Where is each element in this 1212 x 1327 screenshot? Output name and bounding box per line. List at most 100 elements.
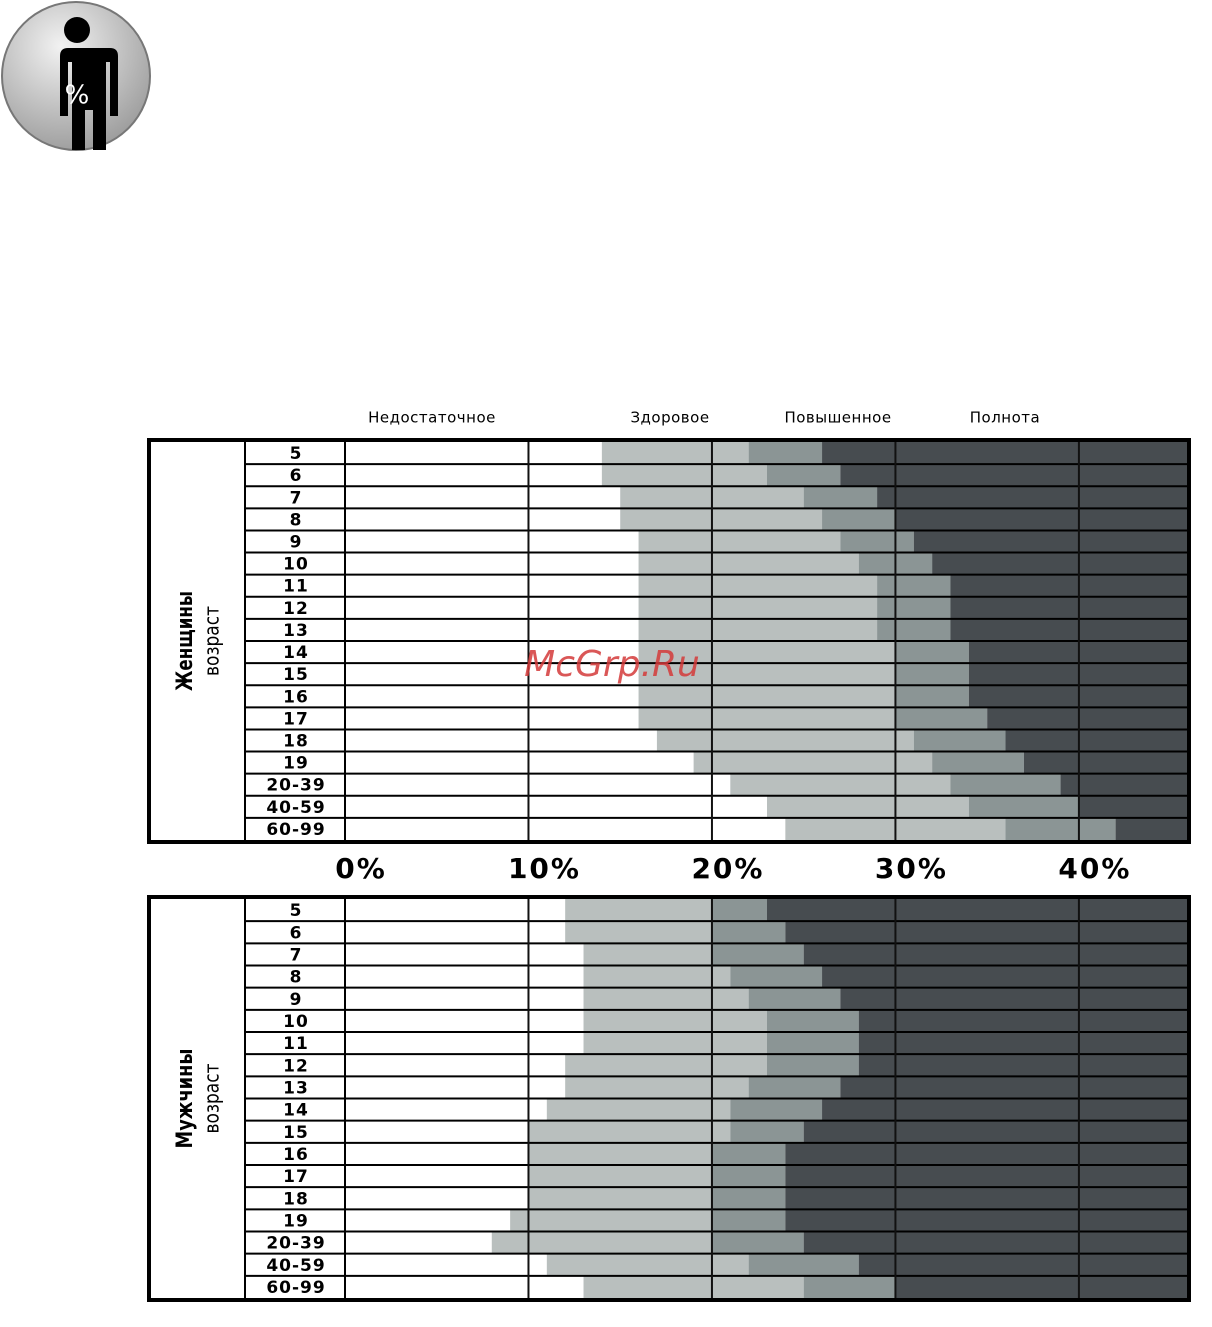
y-tick-label: 10 xyxy=(283,555,309,575)
bar-segment xyxy=(528,1165,712,1188)
bar-segment xyxy=(785,1165,1189,1188)
bar-segment xyxy=(711,899,767,922)
bar-segment xyxy=(345,987,584,1010)
row-label-bg xyxy=(245,442,345,465)
row-label-bg xyxy=(245,508,345,531)
row-label-bg xyxy=(245,641,345,664)
row-label-bg xyxy=(245,464,345,487)
y-tick-label: 14 xyxy=(283,643,309,663)
y-tick-label: 7 xyxy=(290,488,303,508)
bar-segment xyxy=(767,1054,859,1077)
bar-segment xyxy=(730,965,823,988)
y-tick-label: 16 xyxy=(283,1145,309,1165)
y-axis-label: возраст xyxy=(200,606,224,676)
bar-segment xyxy=(895,663,969,686)
y-tick-label: 7 xyxy=(290,945,303,965)
bar-segment xyxy=(565,1054,767,1077)
bar-segment xyxy=(950,773,1061,796)
bar-segment xyxy=(638,641,896,664)
bar-segment xyxy=(528,1187,712,1210)
bar-segment xyxy=(1023,751,1189,774)
bar-segment xyxy=(785,1187,1189,1210)
row-label-bg xyxy=(245,751,345,774)
bar-segment xyxy=(1060,773,1189,796)
bar-segment xyxy=(345,965,584,988)
y-tick-label: 6 xyxy=(290,923,303,943)
y-tick-label: 9 xyxy=(290,533,303,553)
row-label-bg xyxy=(245,685,345,708)
row-label-bg xyxy=(245,574,345,597)
bar-segment xyxy=(345,921,566,944)
bar-segment xyxy=(345,552,639,575)
bar-segment xyxy=(583,987,749,1010)
bar-segment xyxy=(345,1142,529,1165)
bar-segment xyxy=(345,442,602,465)
bar-segment xyxy=(345,663,639,686)
bar-segment xyxy=(638,530,841,553)
bar-segment xyxy=(528,1120,731,1143)
bar-segment xyxy=(950,596,1189,619)
group-label: Мужчины xyxy=(173,1049,198,1149)
bar-segment xyxy=(877,596,951,619)
bar-segment xyxy=(822,1098,1189,1121)
row-label-bg xyxy=(245,795,345,818)
y-tick-label: 18 xyxy=(283,732,309,752)
legend-label: Здоровое xyxy=(630,409,709,427)
row-label-bg xyxy=(245,1054,345,1077)
bar-segment xyxy=(491,1231,712,1254)
bar-segment xyxy=(895,707,988,730)
bar-segment xyxy=(345,508,621,531)
bar-segment xyxy=(620,508,823,531)
y-tick-label: 15 xyxy=(283,665,309,685)
y-tick-label: 8 xyxy=(290,968,303,988)
y-tick-label: 17 xyxy=(283,709,309,729)
y-tick-label: 20-39 xyxy=(266,1234,325,1254)
watermark: McGrp.Ru xyxy=(524,644,700,685)
bar-segment xyxy=(711,1209,786,1232)
y-tick-label: 10 xyxy=(283,1012,309,1032)
bar-segment xyxy=(638,663,896,686)
bar-segment xyxy=(693,751,933,774)
bar-segment xyxy=(1005,817,1116,840)
bar-segment xyxy=(840,1076,1189,1099)
bar-segment xyxy=(913,530,1189,553)
bar-segment xyxy=(345,486,621,509)
bar-segment xyxy=(803,1275,896,1298)
bar-segment xyxy=(601,464,767,487)
row-label-bg xyxy=(245,486,345,509)
bar-segment xyxy=(803,486,878,509)
bar-segment xyxy=(638,685,896,708)
y-tick-label: 5 xyxy=(290,444,303,464)
bar-segment xyxy=(748,987,841,1010)
bar-segment xyxy=(1005,729,1189,752)
bar-segment xyxy=(822,965,1189,988)
bar-segment xyxy=(345,1231,492,1254)
bar-segment xyxy=(583,1275,804,1298)
bar-segment xyxy=(565,899,712,922)
row-label-bg xyxy=(245,1142,345,1165)
bar-segment xyxy=(711,1231,804,1254)
bar-segment xyxy=(565,921,712,944)
bar-segment xyxy=(840,530,914,553)
bar-segment xyxy=(711,1165,786,1188)
y-tick-label: 11 xyxy=(283,577,309,597)
bar-segment xyxy=(583,943,712,966)
row-label-bg xyxy=(245,707,345,730)
bar-segment xyxy=(895,641,969,664)
bar-segment xyxy=(601,442,749,465)
bar-segment xyxy=(730,1120,804,1143)
bar-segment xyxy=(895,1275,1189,1298)
y-tick-label: 13 xyxy=(283,621,309,641)
bar-segment xyxy=(767,1009,859,1032)
x-tick-label: 0% xyxy=(335,852,387,885)
y-tick-label: 16 xyxy=(283,687,309,707)
y-tick-label: 8 xyxy=(290,510,303,530)
bar-segment xyxy=(345,899,566,922)
bar-segment xyxy=(345,1165,529,1188)
row-label-bg xyxy=(245,1098,345,1121)
bar-segment xyxy=(840,987,1189,1010)
bar-segment xyxy=(858,1009,1189,1032)
bar-segment xyxy=(345,641,639,664)
bar-segment xyxy=(767,464,841,487)
x-tick-label: 20% xyxy=(691,852,764,885)
